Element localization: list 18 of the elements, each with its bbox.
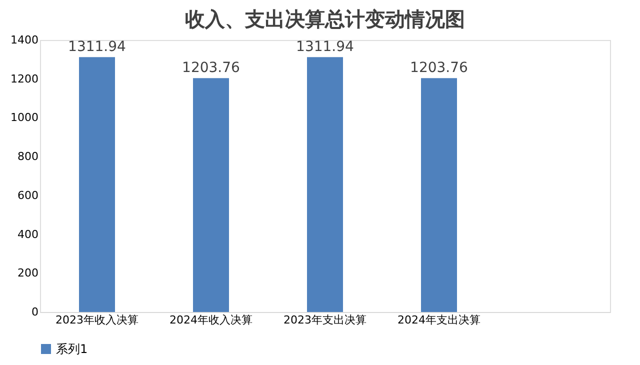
chart-title: 收入、支出决算总计变动情况图 [185,7,465,31]
y-tick-label: 600 [18,188,38,202]
y-tick-label: 1000 [10,111,38,124]
y-tick-label: 1400 [10,34,38,46]
y-tick-label: 400 [18,228,38,241]
data-label: 1203.76 [410,60,468,76]
x-tick-label: 2023年支出决算 [284,314,366,326]
data-label: 1203.76 [182,60,240,76]
y-tick-label: 1200 [10,72,38,86]
data-label: 1311.94 [296,39,354,56]
x-tick-label: 2023年收入决算 [56,314,138,326]
legend-label: 系列1 [56,342,88,356]
x-tick-label: 2024年支出决算 [398,314,480,326]
y-tick-label: 0 [32,306,38,318]
y-tick-label: 200 [18,266,38,280]
y-tick-label: 800 [18,150,38,164]
data-label: 1311.94 [68,39,126,56]
x-tick-label: 2024年收入决算 [170,314,252,326]
